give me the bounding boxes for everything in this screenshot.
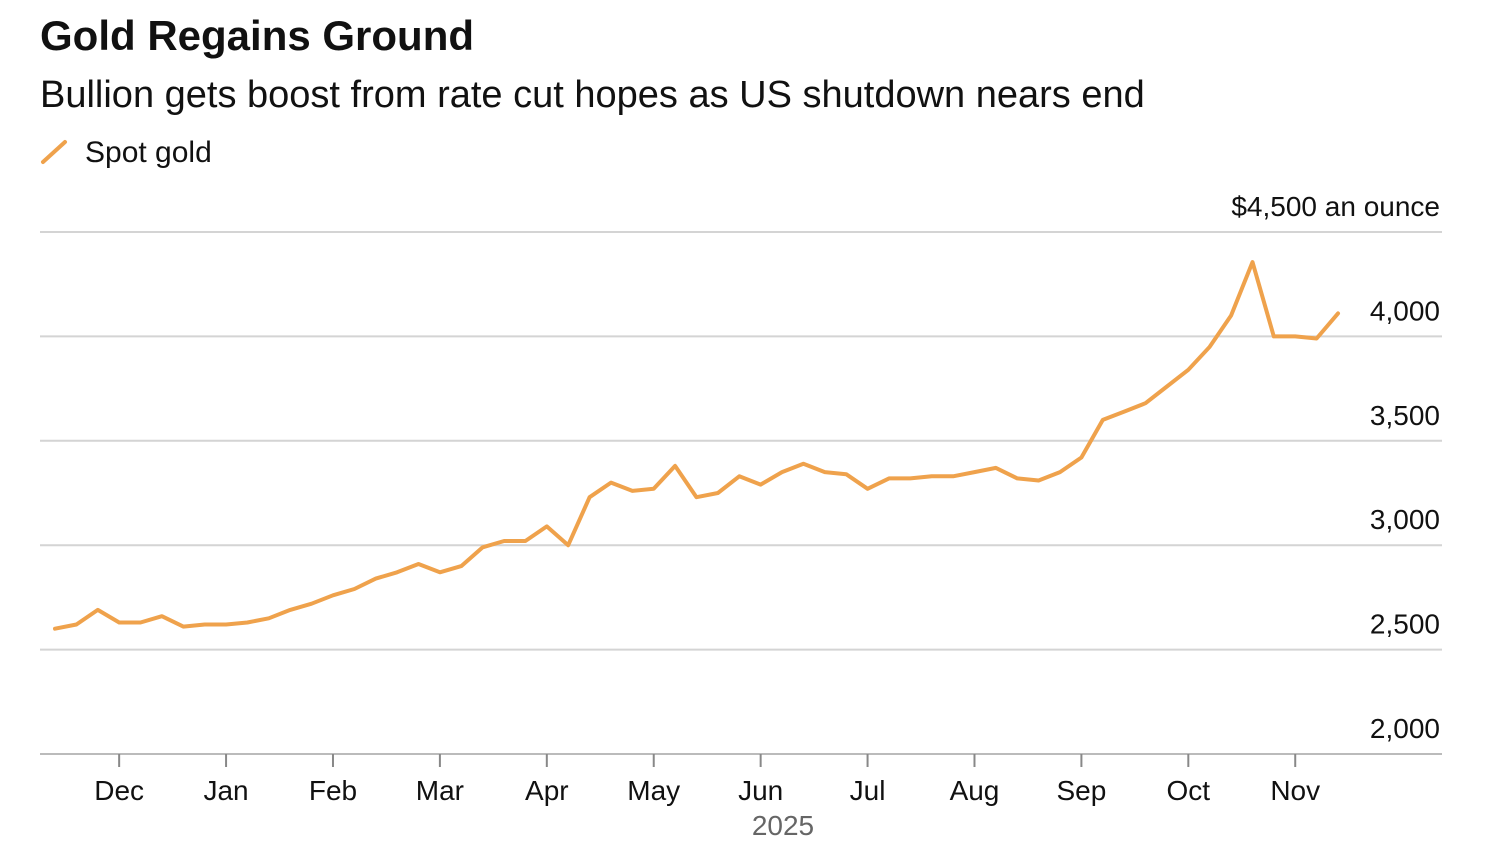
x-tick-label: Oct <box>1167 775 1211 806</box>
x-tick-label: Dec <box>94 775 144 806</box>
x-tick-label: Nov <box>1270 775 1320 806</box>
x-tick-label: Sep <box>1056 775 1106 806</box>
legend-swatch <box>41 140 67 164</box>
x-tick-label: Jan <box>203 775 248 806</box>
price-line <box>53 260 1340 631</box>
y-tick-label: $4,500 an ounce <box>1231 191 1440 222</box>
x-tick-label: Jun <box>738 775 783 806</box>
chart-subtitle: Bullion gets boost from rate cut hopes a… <box>40 74 1145 116</box>
y-tick-label: 3,000 <box>1370 504 1440 535</box>
legend-label: Spot gold <box>85 136 212 169</box>
x-tick-label: May <box>627 775 680 806</box>
x-tick-label: Feb <box>309 775 357 806</box>
y-tick-label: 3,500 <box>1370 400 1440 431</box>
chart-title: Gold Regains Ground <box>40 12 474 59</box>
y-tick-label: 2,500 <box>1370 609 1440 640</box>
y-tick-label: 2,000 <box>1370 713 1440 744</box>
y-tick-label: 4,000 <box>1370 295 1440 326</box>
x-tick-label: Jul <box>850 775 886 806</box>
x-tick-label: Mar <box>416 775 464 806</box>
x-tick-label: Apr <box>525 775 569 806</box>
x-axis-label: 2025 <box>752 810 814 841</box>
x-tick-label: Aug <box>950 775 1000 806</box>
